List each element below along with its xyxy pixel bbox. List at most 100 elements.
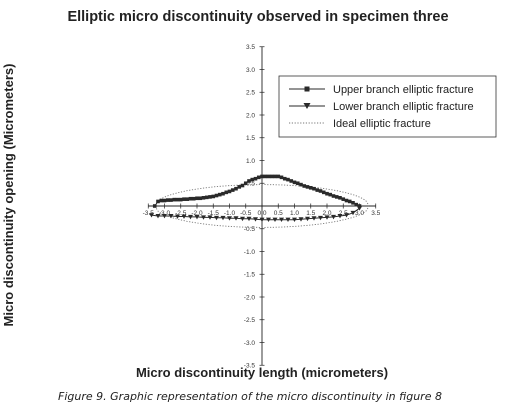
series-upper-point (198, 196, 203, 201)
series-lower-point (233, 216, 239, 221)
series-upper-point (234, 186, 238, 191)
series-lower-point (253, 217, 258, 222)
y-tick-label: -2.0 (244, 294, 256, 301)
series-upper-point (347, 199, 352, 204)
series-upper-point (156, 199, 160, 204)
x-tick-label: -3.5 (143, 210, 155, 217)
series-lower-point (168, 214, 174, 219)
series-lower-point (207, 215, 213, 220)
series-upper-point (318, 189, 323, 193)
series-lower-point (162, 214, 167, 219)
series-upper-point (185, 197, 190, 201)
x-tick-label: 1.0 (290, 210, 299, 217)
legend-marker-upper (304, 86, 310, 92)
y-axis-title: Micro discontinuity opening (Micrometers… (1, 64, 16, 327)
series-upper-point (308, 186, 313, 190)
legend-label-lower: Lower branch elliptic fracture (333, 101, 474, 113)
series-upper-point (182, 197, 186, 201)
series-upper-point (344, 198, 349, 203)
series-lower-point (266, 217, 271, 223)
series-upper-point (165, 198, 170, 202)
series-upper-point (286, 177, 290, 182)
series-upper-point (273, 174, 277, 179)
series-lower-point (181, 214, 187, 219)
series-lower-point (155, 214, 161, 219)
x-tick-label: 3.5 (371, 210, 380, 217)
series-upper-point (247, 179, 251, 183)
y-tick-label: 2.0 (246, 112, 255, 119)
series-upper-point (299, 182, 303, 187)
series-upper-point (201, 196, 206, 200)
series-upper-point (260, 174, 264, 179)
series-upper-point (204, 195, 209, 200)
y-tick-label: 0.5 (246, 181, 255, 188)
x-tick-label: 0.0 (257, 210, 266, 217)
series-upper-point (195, 196, 199, 201)
series-upper-point (302, 184, 307, 188)
x-tick-label: -2.0 (191, 210, 203, 217)
figure-caption: Figure 9. Graphic representation of the … (58, 390, 442, 403)
series-upper-point (169, 198, 173, 202)
series-lower-point (337, 214, 343, 219)
series-upper-point (178, 197, 183, 202)
series-lower-point (240, 216, 245, 222)
series-upper-point (243, 181, 248, 186)
series-upper-point (230, 188, 235, 192)
x-tick-label: 3.0 (355, 210, 364, 217)
series-lower-point (227, 216, 232, 221)
series-upper-point (295, 181, 300, 186)
series-lower-point (201, 215, 206, 220)
series-lower-point (214, 215, 219, 221)
y-tick-label: 1.0 (246, 158, 255, 165)
x-tick-label: 1.5 (306, 210, 315, 217)
series-upper-point (269, 174, 274, 179)
series-lower-point (324, 215, 330, 220)
y-tick-label: -0.5 (244, 226, 256, 233)
series-upper-point (211, 194, 216, 199)
series-upper-point (328, 192, 333, 197)
x-tick-label: 2.5 (339, 210, 348, 217)
series-upper-point (175, 197, 180, 202)
series-upper-point (240, 183, 245, 188)
series-upper-point (289, 179, 294, 183)
series-upper-point (214, 193, 219, 198)
series-upper-point (152, 204, 157, 208)
y-tick-label: -1.5 (244, 272, 256, 279)
series-upper-point (331, 194, 336, 198)
series-upper-point (266, 174, 271, 179)
series-upper-point (312, 186, 316, 191)
y-tick-label: -2.5 (244, 317, 256, 324)
series-upper-point (341, 197, 346, 201)
series-lower-point (311, 216, 317, 221)
x-tick-label: 2.0 (322, 210, 331, 217)
plot-area: -3.5 -3.0 -2.5 -2.0 -1.5 -1.0 -0.5 0.0 0.5 1.0 1.5… (143, 44, 381, 369)
y-tick-label: 1.5 (246, 135, 255, 142)
series-upper-point (276, 174, 281, 179)
series-upper-point (338, 196, 342, 200)
series-upper-point (162, 198, 167, 203)
series-lower-point (350, 210, 356, 216)
series-upper-point (321, 190, 326, 195)
series-ideal-upper-line (154, 184, 370, 207)
series-upper-point (208, 195, 212, 199)
series-upper-point (354, 202, 359, 207)
series-lower-point (344, 213, 349, 218)
series-upper-point (172, 197, 177, 202)
series-lower-point (305, 216, 310, 222)
legend-marker-lower (303, 103, 311, 109)
y-tick-label: 2.5 (246, 90, 255, 97)
series-upper-point (224, 190, 229, 195)
series-upper-point (188, 196, 193, 201)
series-upper-point (334, 195, 339, 199)
series-upper-point (279, 175, 284, 180)
series-upper-point (315, 188, 320, 192)
series-lower-point (298, 217, 304, 222)
chart-legend: Upper branch elliptic fracture Lower bra… (278, 75, 497, 138)
series-upper-point (263, 174, 268, 179)
series-lower-point (220, 215, 226, 221)
series-upper-point (256, 175, 261, 180)
series-upper-point (292, 180, 297, 185)
series-upper-line (154, 175, 360, 207)
x-axis-title: Micro discontinuity length (micrometers) (136, 365, 388, 380)
